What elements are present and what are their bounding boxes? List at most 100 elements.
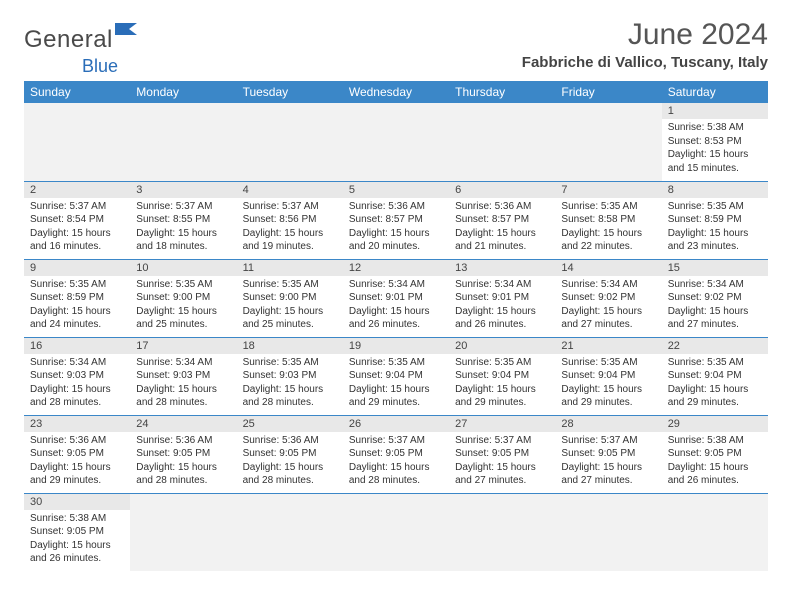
calendar-cell-empty xyxy=(343,493,449,571)
day-details: Sunrise: 5:36 AMSunset: 9:05 PMDaylight:… xyxy=(237,432,343,492)
calendar-cell: 21Sunrise: 5:35 AMSunset: 9:04 PMDayligh… xyxy=(555,337,661,415)
calendar-cell: 2Sunrise: 5:37 AMSunset: 8:54 PMDaylight… xyxy=(24,181,130,259)
weekday-header: Saturday xyxy=(662,81,768,103)
day-number: 12 xyxy=(343,260,449,276)
calendar-cell: 1Sunrise: 5:38 AMSunset: 8:53 PMDaylight… xyxy=(662,103,768,181)
calendar-cell: 22Sunrise: 5:35 AMSunset: 9:04 PMDayligh… xyxy=(662,337,768,415)
day-number: 13 xyxy=(449,260,555,276)
day-details: Sunrise: 5:34 AMSunset: 9:03 PMDaylight:… xyxy=(24,354,130,414)
calendar-row: 23Sunrise: 5:36 AMSunset: 9:05 PMDayligh… xyxy=(24,415,768,493)
calendar-cell-empty xyxy=(449,493,555,571)
calendar-cell: 6Sunrise: 5:36 AMSunset: 8:57 PMDaylight… xyxy=(449,181,555,259)
calendar-cell-empty xyxy=(24,103,130,181)
page-title: June 2024 xyxy=(522,18,768,52)
logo: General Blue xyxy=(24,26,139,75)
calendar-cell-empty xyxy=(555,103,661,181)
weekday-header: Wednesday xyxy=(343,81,449,103)
calendar-row: 30Sunrise: 5:38 AMSunset: 9:05 PMDayligh… xyxy=(24,493,768,571)
calendar-cell: 8Sunrise: 5:35 AMSunset: 8:59 PMDaylight… xyxy=(662,181,768,259)
day-details: Sunrise: 5:34 AMSunset: 9:02 PMDaylight:… xyxy=(555,276,661,336)
calendar-table: SundayMondayTuesdayWednesdayThursdayFrid… xyxy=(24,81,768,571)
calendar-cell: 14Sunrise: 5:34 AMSunset: 9:02 PMDayligh… xyxy=(555,259,661,337)
calendar-cell: 17Sunrise: 5:34 AMSunset: 9:03 PMDayligh… xyxy=(130,337,236,415)
header: General Blue June 2024 Fabbriche di Vall… xyxy=(24,18,768,75)
day-details: Sunrise: 5:35 AMSunset: 8:59 PMDaylight:… xyxy=(662,198,768,258)
day-number: 22 xyxy=(662,338,768,354)
day-number: 6 xyxy=(449,182,555,198)
day-details: Sunrise: 5:37 AMSunset: 8:54 PMDaylight:… xyxy=(24,198,130,258)
day-number: 17 xyxy=(130,338,236,354)
calendar-cell: 10Sunrise: 5:35 AMSunset: 9:00 PMDayligh… xyxy=(130,259,236,337)
calendar-cell: 13Sunrise: 5:34 AMSunset: 9:01 PMDayligh… xyxy=(449,259,555,337)
day-number: 8 xyxy=(662,182,768,198)
day-details: Sunrise: 5:37 AMSunset: 9:05 PMDaylight:… xyxy=(343,432,449,492)
day-details: Sunrise: 5:34 AMSunset: 9:01 PMDaylight:… xyxy=(343,276,449,336)
day-number: 4 xyxy=(237,182,343,198)
day-details: Sunrise: 5:34 AMSunset: 9:01 PMDaylight:… xyxy=(449,276,555,336)
day-details: Sunrise: 5:34 AMSunset: 9:03 PMDaylight:… xyxy=(130,354,236,414)
calendar-cell: 5Sunrise: 5:36 AMSunset: 8:57 PMDaylight… xyxy=(343,181,449,259)
day-number: 16 xyxy=(24,338,130,354)
day-details: Sunrise: 5:36 AMSunset: 8:57 PMDaylight:… xyxy=(449,198,555,258)
day-number: 5 xyxy=(343,182,449,198)
calendar-cell: 20Sunrise: 5:35 AMSunset: 9:04 PMDayligh… xyxy=(449,337,555,415)
day-details: Sunrise: 5:35 AMSunset: 9:04 PMDaylight:… xyxy=(343,354,449,414)
day-details: Sunrise: 5:38 AMSunset: 9:05 PMDaylight:… xyxy=(662,432,768,492)
day-details: Sunrise: 5:37 AMSunset: 8:56 PMDaylight:… xyxy=(237,198,343,258)
day-details: Sunrise: 5:35 AMSunset: 9:04 PMDaylight:… xyxy=(555,354,661,414)
day-details: Sunrise: 5:38 AMSunset: 9:05 PMDaylight:… xyxy=(24,510,130,570)
day-number: 10 xyxy=(130,260,236,276)
day-number: 14 xyxy=(555,260,661,276)
calendar-header-row: SundayMondayTuesdayWednesdayThursdayFrid… xyxy=(24,81,768,103)
calendar-cell: 12Sunrise: 5:34 AMSunset: 9:01 PMDayligh… xyxy=(343,259,449,337)
day-number: 29 xyxy=(662,416,768,432)
calendar-cell: 23Sunrise: 5:36 AMSunset: 9:05 PMDayligh… xyxy=(24,415,130,493)
day-details: Sunrise: 5:35 AMSunset: 8:59 PMDaylight:… xyxy=(24,276,130,336)
day-details: Sunrise: 5:36 AMSunset: 9:05 PMDaylight:… xyxy=(130,432,236,492)
weekday-header: Tuesday xyxy=(237,81,343,103)
weekday-header: Thursday xyxy=(449,81,555,103)
day-details: Sunrise: 5:36 AMSunset: 8:57 PMDaylight:… xyxy=(343,198,449,258)
location: Fabbriche di Vallico, Tuscany, Italy xyxy=(522,54,768,71)
calendar-cell: 7Sunrise: 5:35 AMSunset: 8:58 PMDaylight… xyxy=(555,181,661,259)
calendar-cell: 27Sunrise: 5:37 AMSunset: 9:05 PMDayligh… xyxy=(449,415,555,493)
calendar-cell: 11Sunrise: 5:35 AMSunset: 9:00 PMDayligh… xyxy=(237,259,343,337)
calendar-body: 1Sunrise: 5:38 AMSunset: 8:53 PMDaylight… xyxy=(24,103,768,571)
calendar-cell: 9Sunrise: 5:35 AMSunset: 8:59 PMDaylight… xyxy=(24,259,130,337)
day-number: 3 xyxy=(130,182,236,198)
day-number: 26 xyxy=(343,416,449,432)
weekday-header: Friday xyxy=(555,81,661,103)
day-details: Sunrise: 5:35 AMSunset: 9:00 PMDaylight:… xyxy=(237,276,343,336)
day-details: Sunrise: 5:35 AMSunset: 9:00 PMDaylight:… xyxy=(130,276,236,336)
day-details: Sunrise: 5:38 AMSunset: 8:53 PMDaylight:… xyxy=(662,119,768,179)
calendar-cell-empty xyxy=(662,493,768,571)
day-number: 23 xyxy=(24,416,130,432)
calendar-row: 2Sunrise: 5:37 AMSunset: 8:54 PMDaylight… xyxy=(24,181,768,259)
day-details: Sunrise: 5:35 AMSunset: 9:03 PMDaylight:… xyxy=(237,354,343,414)
day-number: 21 xyxy=(555,338,661,354)
calendar-row: 16Sunrise: 5:34 AMSunset: 9:03 PMDayligh… xyxy=(24,337,768,415)
calendar-cell-empty xyxy=(555,493,661,571)
calendar-cell: 16Sunrise: 5:34 AMSunset: 9:03 PMDayligh… xyxy=(24,337,130,415)
day-number: 2 xyxy=(24,182,130,198)
calendar-cell: 24Sunrise: 5:36 AMSunset: 9:05 PMDayligh… xyxy=(130,415,236,493)
calendar-cell: 15Sunrise: 5:34 AMSunset: 9:02 PMDayligh… xyxy=(662,259,768,337)
day-number: 27 xyxy=(449,416,555,432)
day-details: Sunrise: 5:37 AMSunset: 9:05 PMDaylight:… xyxy=(555,432,661,492)
logo-text-blue: Blue xyxy=(82,56,118,76)
title-block: June 2024 Fabbriche di Vallico, Tuscany,… xyxy=(522,18,768,71)
weekday-header: Monday xyxy=(130,81,236,103)
calendar-cell: 28Sunrise: 5:37 AMSunset: 9:05 PMDayligh… xyxy=(555,415,661,493)
logo-text-general: General xyxy=(24,26,113,53)
weekday-header: Sunday xyxy=(24,81,130,103)
calendar-row: 1Sunrise: 5:38 AMSunset: 8:53 PMDaylight… xyxy=(24,103,768,181)
day-number: 24 xyxy=(130,416,236,432)
calendar-cell: 3Sunrise: 5:37 AMSunset: 8:55 PMDaylight… xyxy=(130,181,236,259)
day-details: Sunrise: 5:35 AMSunset: 8:58 PMDaylight:… xyxy=(555,198,661,258)
day-details: Sunrise: 5:36 AMSunset: 9:05 PMDaylight:… xyxy=(24,432,130,492)
calendar-cell-empty xyxy=(237,493,343,571)
day-number: 25 xyxy=(237,416,343,432)
calendar-cell-empty xyxy=(130,493,236,571)
day-number: 9 xyxy=(24,260,130,276)
calendar-cell: 29Sunrise: 5:38 AMSunset: 9:05 PMDayligh… xyxy=(662,415,768,493)
